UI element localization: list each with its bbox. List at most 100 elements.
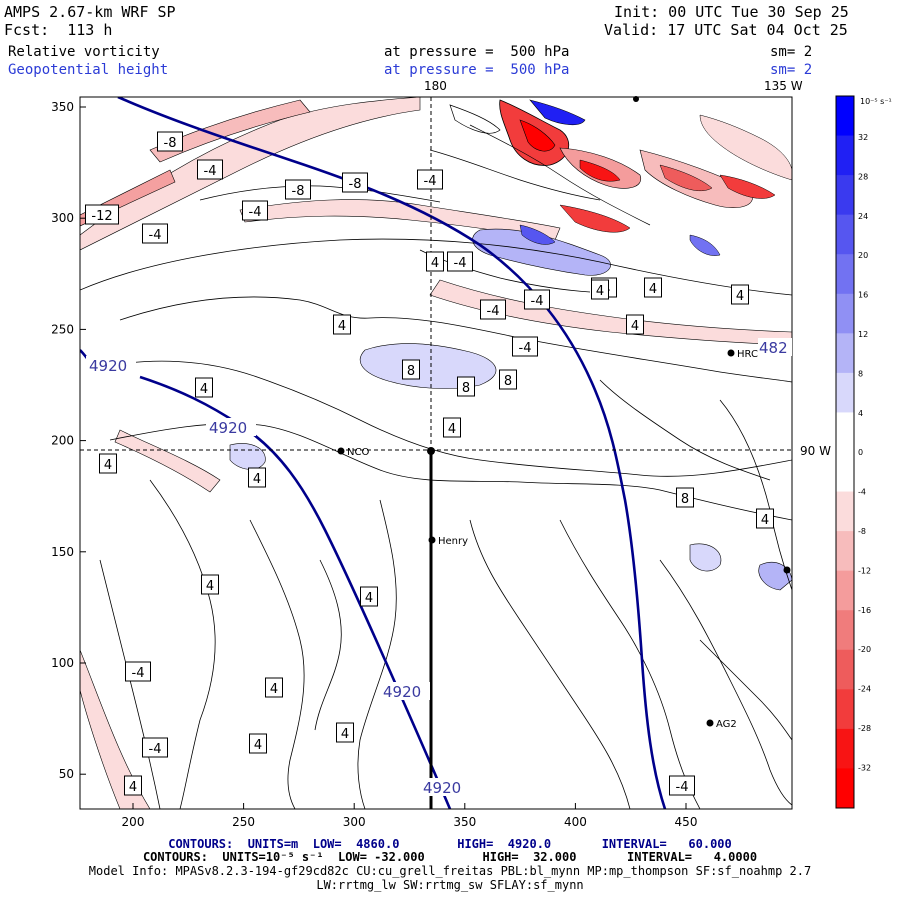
vorticity-label-text: -8 [164, 136, 177, 151]
vorticity-label: 4 [124, 775, 142, 796]
vorticity-label: 4 [644, 277, 662, 298]
vorticity-label-text: -4 [531, 294, 544, 309]
field1-level: at pressure = 500 hPa [384, 44, 570, 60]
footer-height-contours: CONTOURS: UNITS=m LOW= 4860.0 HIGH= 4920… [168, 837, 732, 851]
vorticity-label: 4 [99, 453, 117, 474]
station-marker [706, 719, 714, 727]
y-tick-label: 350 [51, 100, 74, 114]
colorbar-label: 28 [858, 172, 868, 181]
colorbar-label: 4 [858, 409, 863, 418]
vorticity-label: 8 [402, 359, 420, 380]
colorbar-segment [836, 689, 854, 730]
station-nco: NCO [347, 447, 369, 458]
vorticity-label-text: 4 [270, 682, 278, 697]
vorticity-label: -8 [157, 131, 183, 152]
vorticity-label-text: 8 [407, 364, 415, 379]
colorbar-label: 32 [858, 133, 868, 142]
colorbar-label: -16 [858, 606, 871, 615]
vorticity-label: -4 [142, 737, 168, 758]
vorticity-label-text: 4 [104, 458, 112, 473]
colorbar-label: -8 [858, 527, 866, 536]
vorticity-label-text: -4 [249, 205, 262, 220]
station-marker [428, 536, 436, 544]
valid-time: Valid: 17 UTC Sat 04 Oct 25 [604, 21, 848, 39]
vorticity-label: 8 [499, 369, 517, 390]
field1-name: Relative vorticity [8, 44, 160, 60]
vorticity-label: 4 [360, 586, 378, 607]
vorticity-label: 4 [333, 314, 351, 335]
field2-level: at pressure = 500 hPa [384, 62, 570, 78]
vorticity-label-text: 4 [448, 422, 456, 437]
vorticity-labels: -8 -4 -8 -4 -8 -4 -12 -4 -4 -4 -4 -4 4 4 4 -4 4 8 8 8 4 4 4 4 8 4… [85, 131, 774, 796]
vorticity-label: -4 [242, 200, 268, 221]
vorticity-label: 4 [756, 508, 774, 529]
colorbar-label: -4 [858, 488, 866, 497]
colorbar-segment [836, 768, 854, 809]
station-henry: Henry [438, 536, 468, 547]
height-labels: 4920 4920 4920 4920 482 [86, 338, 792, 797]
vorticity-label-text: 4 [341, 727, 349, 742]
colorbar-segment [836, 372, 854, 413]
height-label: 4920 [383, 683, 421, 701]
vorticity-label: -8 [342, 172, 368, 193]
vorticity-label: 4 [426, 251, 444, 272]
vorticity-band-blue [689, 543, 722, 572]
station-marker [337, 447, 345, 455]
x-tick-label: 350 [453, 815, 476, 829]
colorbar-segment [836, 412, 854, 453]
vorticity-label: -8 [285, 179, 311, 200]
stations: NCO HRC Henry AG2 [337, 96, 791, 730]
vorticity-label: 8 [457, 376, 475, 397]
model-title: AMPS 2.67-km WRF SP [4, 3, 176, 21]
vorticity-label: 4 [248, 467, 266, 488]
vorticity-label-text: 4 [200, 382, 208, 397]
footer-model-info: Model Info: MPASv8.2.3-194-gf29cd82c CU:… [88, 864, 812, 878]
vorticity-label: 4 [265, 677, 283, 698]
vorticity-label: 4 [626, 314, 644, 335]
vorticity-label-text: 8 [681, 492, 689, 507]
colorbar-segment [836, 293, 854, 334]
lon-label-top-left: 180 [424, 79, 447, 93]
colorbar-segment [836, 96, 854, 137]
plot-background [80, 97, 792, 809]
colorbar-label: -24 [858, 685, 871, 694]
colorbar-segment [836, 254, 854, 295]
colorbar-label: -32 [858, 763, 871, 772]
vorticity-label: 4 [731, 284, 749, 305]
colorbar-label: 24 [858, 212, 868, 221]
vorticity-label: 4 [443, 417, 461, 438]
vorticity-label: 4 [336, 722, 354, 743]
footer-physics: LW:rrtmg_lw SW:rrtmg_sw SFLAY:sf_mynn [316, 878, 584, 892]
station-hrc: HRC [737, 349, 758, 360]
y-tick-label: 300 [51, 211, 74, 225]
vorticity-band-pink [114, 429, 221, 493]
vorticity-label-text: -4 [132, 666, 145, 681]
vorticity-band-pink [80, 97, 421, 251]
vorticity-label-text: -12 [91, 209, 112, 224]
height-label: 482 [759, 339, 788, 357]
station-marker [783, 566, 791, 574]
lon-label-right: 90 W [800, 444, 831, 458]
x-tick-label: 250 [232, 815, 255, 829]
vorticity-label-text: 8 [462, 381, 470, 396]
x-tick-label: 300 [343, 815, 366, 829]
y-tick-label: 250 [51, 322, 74, 336]
vorticity-label-text: 4 [431, 256, 439, 271]
init-time: Init: 00 UTC Tue 30 Sep 25 [614, 3, 849, 21]
vorticity-label: -12 [85, 204, 119, 225]
colorbar-label: 20 [858, 251, 868, 260]
x-tick-label: 450 [675, 815, 698, 829]
vorticity-label: -4 [417, 169, 443, 190]
colorbar-segment [836, 728, 854, 769]
vorticity-label-text: 4 [129, 780, 137, 795]
forecast-hour: Fcst: 113 h [4, 21, 113, 39]
colorbar-segment [836, 531, 854, 572]
x-tick-label: 200 [122, 815, 145, 829]
vorticity-label-text: 4 [761, 513, 769, 528]
vorticity-label-text: 4 [253, 472, 261, 487]
colorbar-segment [836, 333, 854, 374]
vorticity-label-text: -4 [454, 256, 467, 271]
vorticity-label-text: -8 [349, 177, 362, 192]
colorbar-segment [836, 649, 854, 690]
